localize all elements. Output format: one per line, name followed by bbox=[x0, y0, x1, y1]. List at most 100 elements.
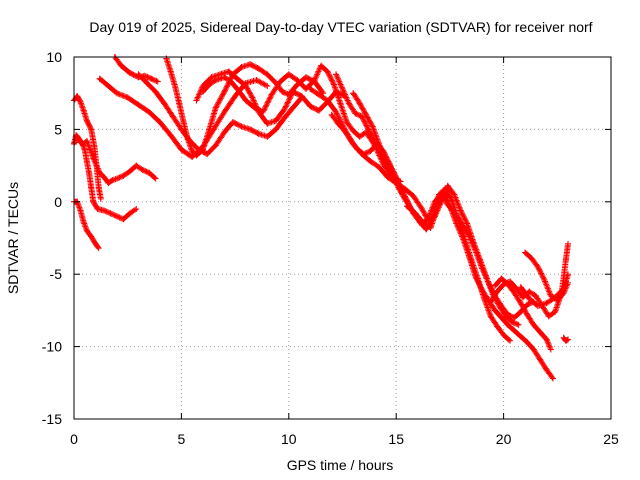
data-point bbox=[348, 137, 355, 144]
plot-frame bbox=[73, 56, 612, 420]
data-point bbox=[97, 195, 104, 202]
data-point bbox=[545, 313, 552, 320]
data-point bbox=[105, 82, 112, 89]
data-point bbox=[232, 93, 239, 100]
data-point bbox=[547, 292, 554, 299]
data-point bbox=[88, 233, 95, 240]
data-point bbox=[83, 137, 90, 144]
data-point bbox=[74, 93, 81, 100]
data-point bbox=[403, 203, 410, 210]
data-point bbox=[171, 82, 178, 89]
data-point bbox=[487, 298, 494, 305]
data-point bbox=[199, 146, 206, 153]
data-point bbox=[272, 126, 279, 133]
data-point bbox=[418, 221, 425, 228]
data-point bbox=[118, 62, 125, 69]
data-point bbox=[126, 69, 133, 76]
series-arc-3 bbox=[71, 133, 159, 186]
data-point bbox=[80, 140, 87, 147]
data-point bbox=[133, 206, 140, 213]
data-point bbox=[552, 308, 559, 315]
data-point bbox=[193, 97, 200, 104]
data-point bbox=[178, 146, 185, 153]
data-point bbox=[311, 77, 318, 84]
data-point bbox=[324, 97, 331, 104]
data-point bbox=[212, 104, 219, 111]
data-point bbox=[513, 285, 520, 292]
grid-lines bbox=[74, 57, 611, 419]
x-tick-label: 0 bbox=[70, 431, 78, 447]
data-point bbox=[212, 142, 219, 149]
data-point bbox=[167, 132, 174, 139]
data-point bbox=[234, 75, 241, 82]
series-arc-13 bbox=[350, 90, 557, 382]
x-tick-label: 15 bbox=[388, 431, 404, 447]
data-point bbox=[318, 62, 325, 69]
data-point bbox=[530, 321, 537, 328]
data-point bbox=[144, 80, 151, 87]
data-point bbox=[234, 85, 241, 92]
axis-ticks: 0 5 10 15 20 25 10 5 0 -5 -10 -15 bbox=[42, 49, 619, 447]
y-axis-label: SDTVAR / TECUs bbox=[5, 182, 21, 294]
data-point bbox=[247, 61, 254, 68]
data-segment bbox=[253, 77, 269, 89]
data-point bbox=[464, 220, 471, 227]
data-point bbox=[199, 88, 206, 95]
data-point bbox=[193, 152, 200, 159]
series-arc-8 bbox=[163, 55, 327, 159]
data-point bbox=[360, 151, 367, 158]
data-point bbox=[268, 91, 275, 98]
data-point bbox=[101, 174, 108, 181]
data-point bbox=[541, 276, 548, 283]
data-point bbox=[83, 227, 90, 234]
data-point bbox=[367, 158, 374, 165]
data-point bbox=[96, 169, 103, 176]
data-segment bbox=[95, 184, 104, 201]
data-point bbox=[565, 240, 572, 247]
data-point bbox=[206, 126, 213, 133]
data-point bbox=[208, 74, 215, 81]
data-point bbox=[526, 288, 533, 295]
data-point bbox=[302, 74, 309, 81]
data-point bbox=[281, 114, 288, 121]
data-point bbox=[373, 140, 380, 147]
y-tick-label: -10 bbox=[42, 339, 62, 355]
data-point bbox=[517, 308, 524, 315]
data-point bbox=[80, 107, 87, 114]
series-arc-14 bbox=[328, 111, 406, 198]
data-point bbox=[176, 100, 183, 107]
data-segment bbox=[83, 158, 92, 175]
data-point bbox=[492, 282, 499, 289]
data-point bbox=[517, 300, 524, 307]
x-tick-label: 20 bbox=[496, 431, 512, 447]
data-point bbox=[339, 85, 346, 92]
data-point bbox=[509, 318, 516, 325]
data-point bbox=[113, 90, 120, 97]
data-point bbox=[494, 288, 501, 295]
series-arc-1 bbox=[71, 93, 104, 202]
data-point bbox=[534, 303, 541, 310]
data-point bbox=[472, 274, 479, 281]
data-point bbox=[154, 78, 161, 85]
data-point bbox=[401, 195, 408, 202]
data-point bbox=[333, 71, 340, 78]
data-point bbox=[242, 97, 249, 104]
data-point bbox=[315, 91, 322, 98]
data-point bbox=[562, 256, 569, 263]
x-tick-label: 5 bbox=[178, 431, 186, 447]
data-point bbox=[380, 148, 387, 155]
data-point bbox=[260, 109, 267, 116]
data-point bbox=[91, 143, 98, 150]
data-point bbox=[345, 100, 352, 107]
data-point bbox=[81, 146, 88, 153]
data-point bbox=[169, 113, 176, 120]
data-point bbox=[135, 71, 142, 78]
data-point bbox=[101, 207, 108, 214]
data-point bbox=[83, 117, 90, 124]
data-point bbox=[199, 82, 206, 89]
data-point bbox=[105, 179, 112, 186]
data-point bbox=[90, 198, 97, 205]
data-point bbox=[120, 172, 127, 179]
data-point bbox=[88, 184, 95, 191]
data-segment bbox=[77, 207, 87, 224]
